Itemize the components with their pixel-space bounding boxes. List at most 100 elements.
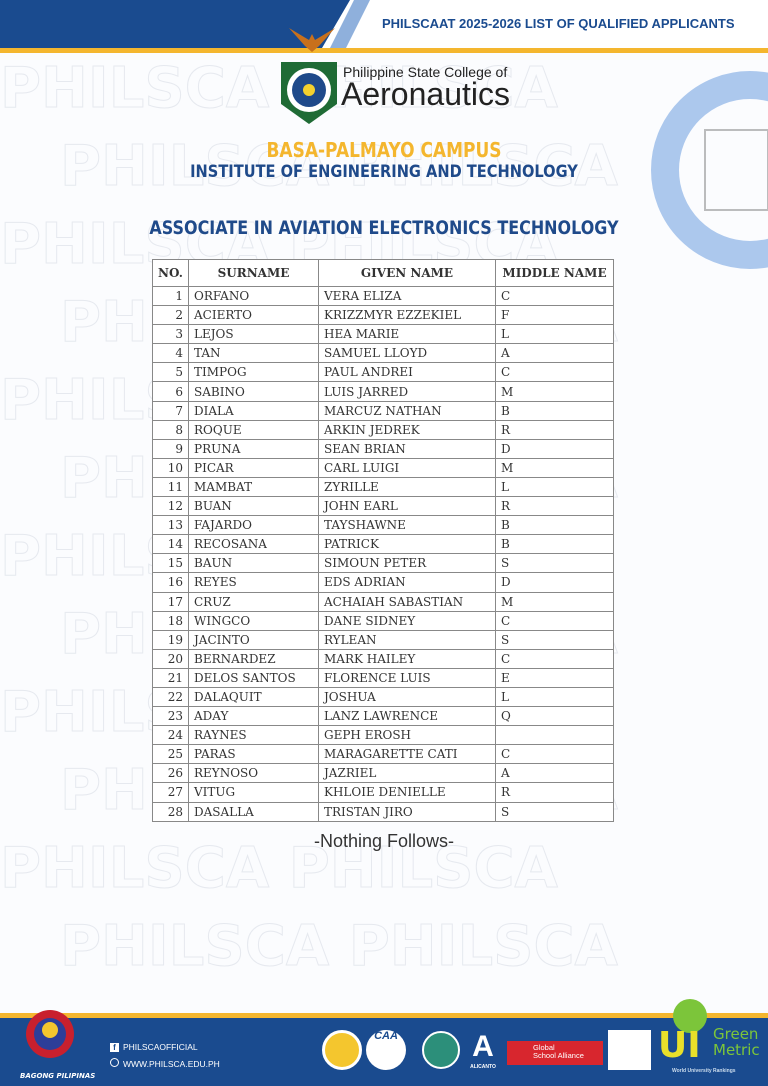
cell-surname: TAN	[188, 343, 319, 364]
cell-given-name: HEA MARIE	[318, 324, 496, 345]
cell-middle-name: C	[495, 744, 614, 765]
facebook-link[interactable]: f PHILSCAOFFICIAL	[110, 1042, 198, 1052]
cell-surname: RECOSANA	[188, 534, 319, 555]
cell-given-name: MARK HAILEY	[318, 648, 496, 669]
cell-surname: ROQUE	[188, 419, 319, 440]
bagong-pilipinas-label: BAGONG PILIPINAS	[20, 1072, 96, 1080]
cell-no: 9	[152, 438, 189, 459]
col-header-surname: SURNAME	[188, 259, 319, 287]
cell-middle-name: L	[495, 476, 614, 498]
table-row: 4 TAN SAMUEL LLOYD A	[152, 343, 614, 364]
cell-middle-name: S	[495, 801, 614, 822]
table-row: 10 PICAR CARL LUIGI M	[152, 457, 614, 478]
table-row: 15 BAUN SIMOUN PETER S	[152, 553, 614, 574]
cell-middle-name: B	[495, 534, 614, 555]
cell-surname: DELOS SANTOS	[188, 667, 319, 688]
cell-surname: PICAR	[188, 457, 319, 478]
cell-given-name: PATRICK	[318, 534, 496, 555]
partner-logo	[422, 1031, 460, 1069]
cell-middle-name: C	[495, 610, 614, 631]
eagle-icon	[289, 28, 335, 52]
cell-no: 5	[152, 362, 189, 383]
table-row: 2 ACIERTO KRIZZMYR EZZEKIEL F	[152, 305, 614, 326]
cell-surname: ORFANO	[188, 285, 319, 307]
cell-no: 6	[152, 381, 189, 402]
college-name-line2: Aeronautics	[341, 76, 510, 112]
cell-middle-name: D	[495, 438, 614, 459]
cell-middle-name: C	[495, 648, 614, 669]
cell-no: 19	[152, 629, 189, 650]
institute-name: INSTITUTE OF ENGINEERING AND TECHNOLOGY	[190, 162, 578, 182]
cell-no: 16	[152, 572, 189, 593]
table-row: 3 LEJOS HEA MARIE L	[152, 324, 614, 345]
campus-name: BASA-PALMAYO CAMPUS	[266, 138, 502, 162]
table-header-row: NO. SURNAME GIVEN NAME MIDDLE NAME	[152, 259, 614, 287]
cell-no: 23	[152, 706, 189, 727]
cell-given-name: PAUL ANDREI	[318, 362, 496, 383]
table-row: 6 SABINO LUIS JARRED M	[152, 381, 614, 402]
table-row: 16 REYES EDS ADRIAN D	[152, 572, 614, 593]
cell-middle-name: R	[495, 782, 614, 803]
cell-middle-name: L	[495, 686, 614, 708]
college-name-line1: Philippine State College of	[343, 64, 508, 80]
cell-given-name: LUIS JARRED	[318, 381, 496, 402]
table-row: 23 ADAY LANZ LAWRENCE Q	[152, 706, 614, 727]
table-row: 24 RAYNES GEPH EROSH	[152, 725, 614, 746]
website-url: WWW.PHILSCA.EDU.PH	[123, 1059, 220, 1069]
cell-surname: REYNOSO	[188, 763, 319, 784]
cell-middle-name	[495, 725, 614, 746]
cell-no: 11	[152, 476, 189, 498]
cell-no: 27	[152, 782, 189, 803]
divider	[0, 1013, 768, 1018]
banner-title: PHILSCAAT 2025-2026 LIST OF QUALIFIED AP…	[382, 16, 735, 31]
cell-given-name: ZYRILLE	[318, 476, 496, 498]
website-link[interactable]: WWW.PHILSCA.EDU.PH	[110, 1058, 220, 1069]
cell-surname: SABINO	[188, 381, 319, 402]
cell-surname: ACIERTO	[188, 305, 319, 326]
cell-no: 12	[152, 496, 189, 517]
watermark-row: PHILSCA PHILSCA	[0, 56, 558, 122]
table-row: 8 ROQUE ARKIN JEDREK R	[152, 419, 614, 440]
cell-no: 26	[152, 763, 189, 784]
table-row: 26 REYNOSO JAZRIEL A	[152, 763, 614, 784]
table-row: 11 MAMBAT ZYRILLE L	[152, 476, 614, 498]
cell-given-name: SAMUEL LLOYD	[318, 343, 496, 364]
cell-surname: DASALLA	[188, 801, 319, 822]
globe-icon	[110, 1058, 119, 1067]
cell-no: 14	[152, 534, 189, 555]
cell-middle-name: B	[495, 515, 614, 536]
cell-middle-name: A	[495, 343, 614, 364]
cell-given-name: GEPH EROSH	[318, 725, 496, 746]
watermark-row: PHILSCA PHILSCA	[60, 914, 619, 980]
table-row: 28 DASALLA TRISTAN JIRO S	[152, 801, 614, 822]
cell-no: 10	[152, 457, 189, 478]
col-header-middle-name: MIDDLE NAME	[495, 259, 614, 287]
table-row: 19 JACINTO RYLEAN S	[152, 629, 614, 650]
cell-middle-name: M	[495, 381, 614, 402]
cell-given-name: RYLEAN	[318, 629, 496, 650]
cell-given-name: FLORENCE LUIS	[318, 667, 496, 688]
cell-surname: DIALA	[188, 400, 319, 421]
cell-no: 4	[152, 343, 189, 364]
cell-no: 21	[152, 667, 189, 688]
cell-surname: JACINTO	[188, 629, 319, 650]
table-row: 7 DIALA MARCUZ NATHAN B	[152, 400, 614, 421]
table-row: 14 RECOSANA PATRICK B	[152, 534, 614, 555]
divider	[0, 48, 768, 53]
watermark-row: PHILSCA PHILSCA	[60, 134, 619, 200]
caa-logo: CAA	[366, 1030, 406, 1070]
cell-given-name: MARAGARETTE CATI	[318, 744, 496, 765]
facebook-icon: f	[110, 1043, 119, 1052]
table-row: 25 PARAS MARAGARETTE CATI C	[152, 744, 614, 765]
cell-no: 1	[152, 285, 189, 307]
facebook-handle: PHILSCAOFFICIAL	[123, 1042, 198, 1052]
table-row: 22 DALAQUIT JOSHUA L	[152, 686, 614, 708]
cell-middle-name: C	[495, 362, 614, 383]
cell-no: 13	[152, 515, 189, 536]
table-row: 1 ORFANO VERA ELIZA C	[152, 285, 614, 307]
cell-no: 28	[152, 801, 189, 822]
cell-given-name: KHLOIE DENIELLE	[318, 782, 496, 803]
cell-surname: ADAY	[188, 706, 319, 727]
seal-logo	[322, 1030, 362, 1070]
iau-logo	[608, 1030, 651, 1070]
